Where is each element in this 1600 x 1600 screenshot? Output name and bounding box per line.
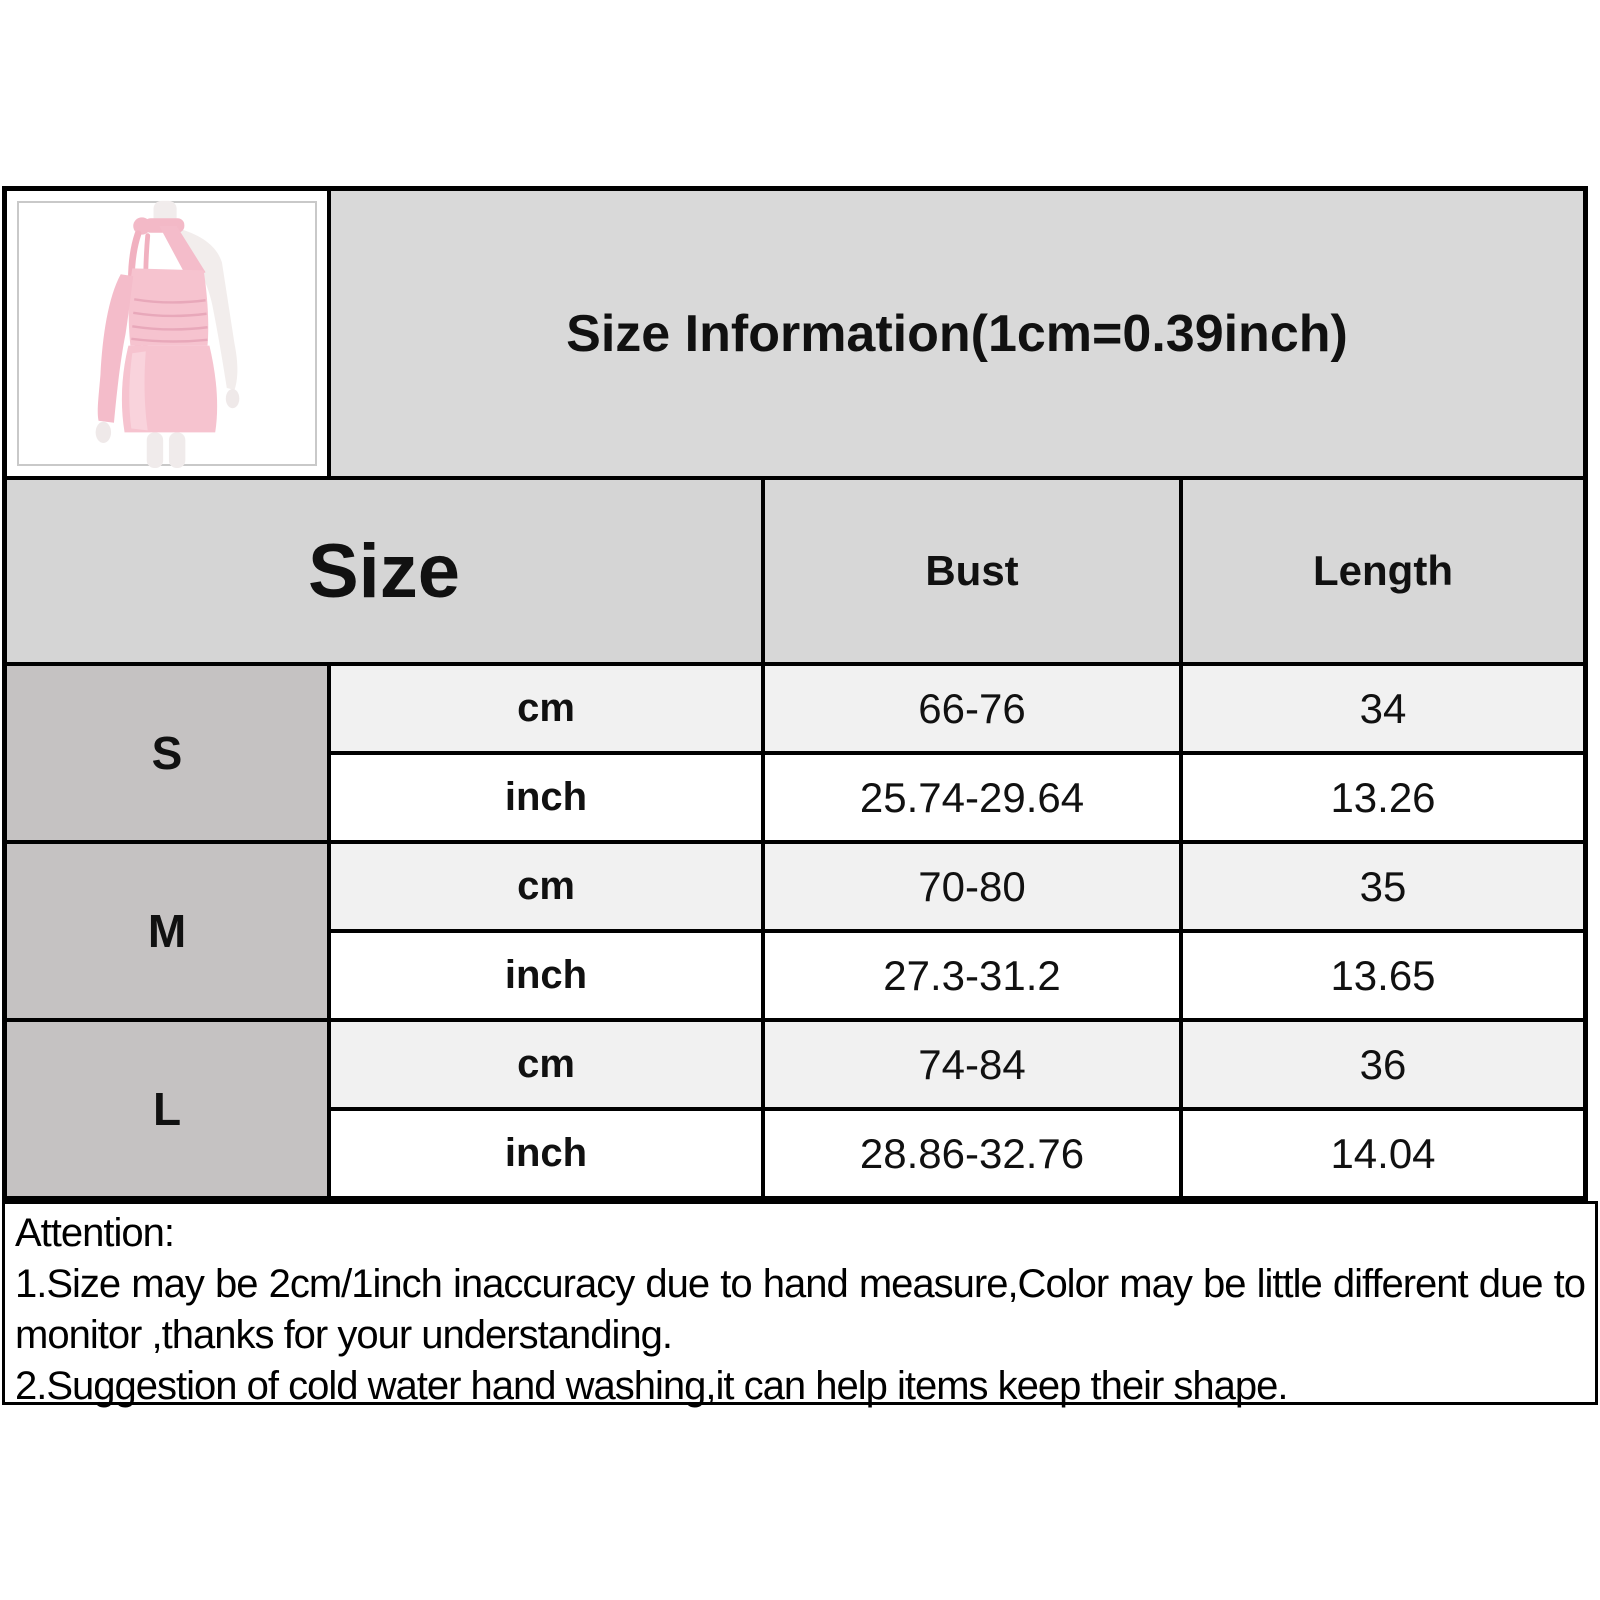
unit-cell: cm [331,844,761,929]
product-image-cell [7,191,327,476]
bust-value-cell: 25.74-29.64 [765,755,1179,840]
length-value-cell: 13.26 [1183,755,1583,840]
bust-column-header: Bust [765,480,1179,662]
length-value-cell: 35 [1183,844,1583,929]
bust-value-cell: 28.86-32.76 [765,1111,1179,1196]
unit-cell: cm [331,1022,761,1107]
size-table: Size Information(1cm=0.39inch) Size Bust… [2,186,1588,1201]
length-value-cell: 14.04 [1183,1111,1583,1196]
attention-note: Attention: 1.Size may be 2cm/1inch inacc… [2,1201,1598,1408]
length-value-cell: 34 [1183,666,1583,751]
length-column-header: Length [1183,480,1583,662]
size-label-m: M [7,844,327,1018]
length-value-cell: 36 [1183,1022,1583,1107]
length-value-cell: 13.65 [1183,933,1583,1018]
attention-line-1: 1.Size may be 2cm/1inch inaccuracy due t… [15,1262,1586,1306]
size-column-header: Size [7,480,761,662]
unit-cell: inch [331,755,761,840]
page-title: Size Information(1cm=0.39inch) [566,304,1348,363]
product-photo-frame [17,200,317,468]
title-cell: Size Information(1cm=0.39inch) [331,191,1583,476]
size-label-l: L [7,1022,327,1196]
bust-value-cell: 27.3-31.2 [765,933,1179,1018]
bust-value-cell: 70-80 [765,844,1179,929]
unit-cell: inch [331,1111,761,1196]
attention-line-3: 2.Suggestion of cold water hand washing,… [15,1364,1289,1408]
bust-value-cell: 74-84 [765,1022,1179,1107]
size-label-s: S [7,666,327,840]
dress-illustration [95,200,240,468]
attention-line-2: monitor ,thanks for your understanding. [15,1313,673,1357]
unit-cell: inch [331,933,761,1018]
bust-value-cell: 66-76 [765,666,1179,751]
attention-heading: Attention: [15,1211,175,1255]
unit-cell: cm [331,666,761,751]
